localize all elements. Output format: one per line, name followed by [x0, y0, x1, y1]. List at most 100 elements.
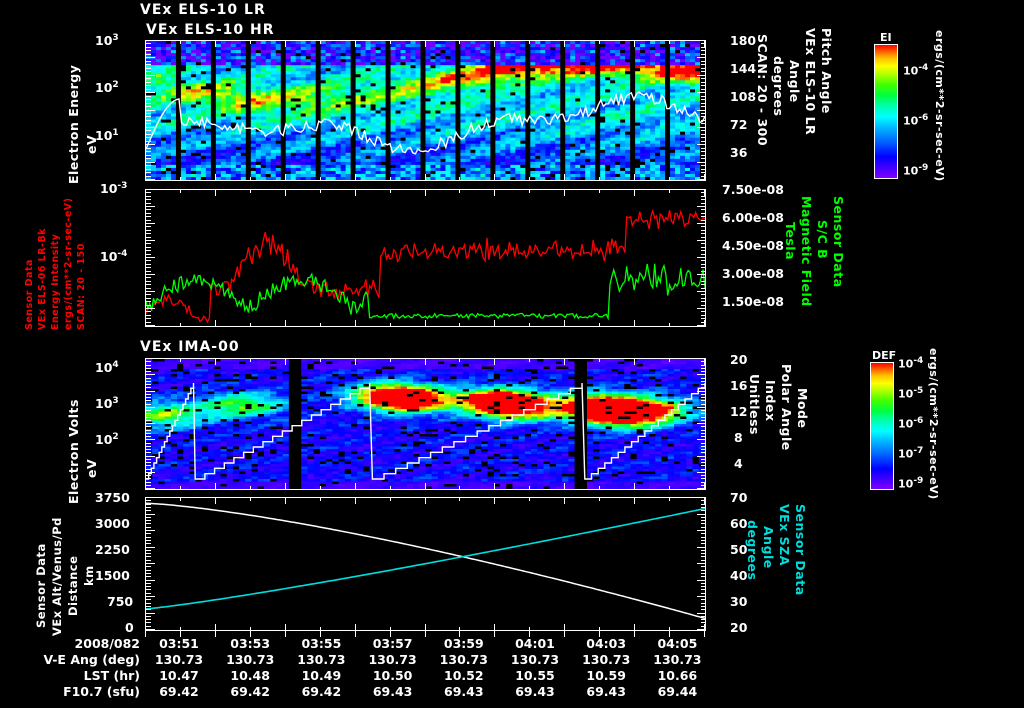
tick [697, 92, 706, 93]
bottom-cell-lst-1: 10.48 [230, 668, 270, 683]
panel1-left-tick-1: 102 [95, 80, 119, 96]
tick [146, 68, 151, 69]
tick [320, 323, 321, 327]
tick [701, 449, 706, 450]
tick [697, 127, 706, 128]
panel1-colorbar-tick-2: 10-9 [903, 163, 929, 178]
tick [701, 556, 706, 557]
panel4-left-tick-1: 3000 [95, 516, 130, 531]
tick [704, 40, 705, 47]
panel1-title-top: VEx ELS-10 LR [140, 2, 266, 18]
tick [701, 43, 706, 44]
tick [146, 586, 151, 587]
tick [701, 271, 706, 272]
panel3-left-tick-0: 104 [95, 360, 119, 376]
tick [599, 177, 600, 181]
tick [599, 627, 600, 631]
tick [701, 626, 706, 627]
tick [390, 631, 391, 637]
tick [697, 179, 706, 180]
tick [701, 446, 706, 447]
tick [146, 472, 155, 473]
tick [146, 371, 151, 372]
tick [494, 497, 495, 504]
tick [701, 459, 706, 460]
bottom-cell-ve-ang-5: 130.73 [510, 652, 560, 667]
tick [146, 394, 151, 395]
tick [425, 174, 426, 181]
tick [704, 624, 705, 631]
tick [697, 497, 706, 498]
panel4-right-tick-5: 20 [730, 620, 748, 635]
tick [285, 497, 286, 504]
bottom-cell-f107-3: 69.43 [372, 684, 413, 699]
tick [355, 631, 356, 637]
tick [285, 189, 286, 196]
tick [697, 530, 706, 531]
tick [701, 462, 706, 463]
tick [701, 298, 706, 299]
tick [701, 165, 706, 166]
tick [146, 497, 155, 498]
tick [701, 203, 706, 204]
panel1-title-sub: VEx ELS-10 HR [146, 22, 275, 38]
tick [669, 497, 670, 501]
tick [180, 189, 181, 193]
tick [146, 250, 151, 251]
bottom-cell-lst-7: 10.66 [657, 668, 698, 683]
bottom-cell-lst-0: 10.47 [159, 668, 199, 683]
tick [146, 530, 155, 531]
tick [146, 358, 155, 359]
tick [701, 475, 706, 476]
tick [701, 410, 706, 411]
tick [701, 172, 706, 173]
panel3-colorbar-tick-4: 10-9 [898, 476, 924, 491]
tick [701, 622, 706, 623]
panel3-right-tick-2: 12 [730, 404, 748, 419]
tick [250, 177, 251, 181]
tick [320, 486, 321, 490]
panel3-spectrogram-svg [146, 359, 705, 489]
tick [146, 452, 151, 453]
tick [701, 99, 706, 100]
tick [701, 254, 706, 255]
tick [701, 583, 706, 584]
panel1-colorbar-title: EI [880, 31, 892, 44]
tick [146, 216, 151, 217]
tick [494, 624, 495, 631]
tick [146, 57, 155, 58]
tick [145, 497, 146, 504]
tick [146, 237, 151, 238]
tick [146, 223, 155, 224]
tick [146, 583, 151, 584]
tick [215, 189, 216, 196]
tick [669, 358, 670, 362]
tick [146, 488, 155, 489]
tick [146, 123, 151, 124]
tick [634, 320, 635, 327]
tick [494, 631, 495, 637]
tick [701, 288, 706, 289]
tick [697, 488, 706, 489]
tick [145, 358, 146, 365]
tick [697, 291, 706, 292]
tick [669, 627, 670, 631]
tick [390, 177, 391, 181]
tick [701, 264, 706, 265]
tick [701, 158, 706, 159]
bottom-cell-ve-ang-1: 130.73 [226, 652, 275, 667]
panel3-right-tick-0: 20 [730, 352, 748, 367]
tick [146, 274, 155, 275]
tick [634, 189, 635, 196]
tick [701, 322, 706, 323]
tick [599, 189, 600, 193]
tick [701, 47, 706, 48]
tick [146, 576, 151, 577]
panel3-colorbar [870, 362, 894, 490]
bottom-cell-ve-ang-6: 130.73 [582, 652, 631, 667]
tick [701, 305, 706, 306]
tick [146, 443, 151, 444]
tick [146, 553, 151, 554]
tick [146, 301, 151, 302]
tick [697, 514, 706, 515]
